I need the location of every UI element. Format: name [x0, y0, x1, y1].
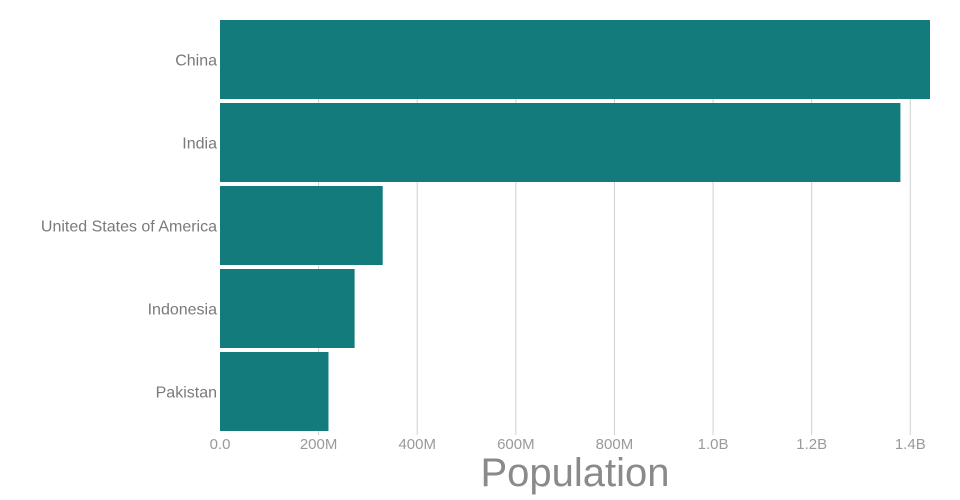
bar	[220, 103, 901, 182]
x-tick-label: 1.4B	[895, 436, 926, 453]
x-tick-label: 0.0	[210, 436, 231, 453]
bars	[220, 20, 930, 431]
category-labels: China India United States of America Indone…	[41, 53, 217, 402]
x-tick-labels: 0.0 200M 400M 600M 800M 1.0B 1.2B 1.4B	[210, 436, 926, 453]
category-label: India	[182, 136, 217, 153]
category-label: Pakistan	[156, 385, 217, 402]
category-label: Indonesia	[148, 302, 217, 319]
bar	[220, 186, 383, 265]
bar	[220, 20, 930, 99]
bar	[220, 269, 355, 348]
x-tick-label: 800M	[596, 436, 634, 453]
x-tick-label: 600M	[497, 436, 535, 453]
x-tick-label: 200M	[300, 436, 338, 453]
x-axis-title: Population	[480, 451, 669, 495]
category-label: United States of America	[41, 219, 217, 236]
x-tick-label: 400M	[398, 436, 436, 453]
bar	[220, 352, 329, 431]
x-tick-label: 1.0B	[698, 436, 729, 453]
x-tick-label: 1.2B	[796, 436, 827, 453]
category-label: China	[175, 53, 217, 70]
